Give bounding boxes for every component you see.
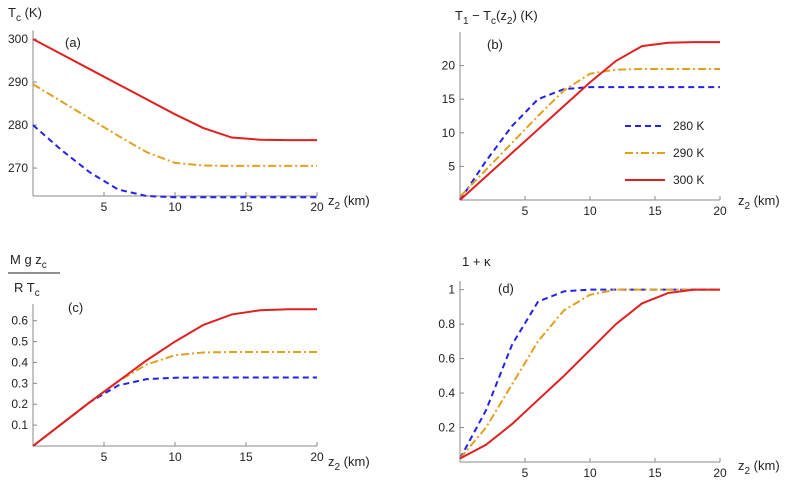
label-part: z xyxy=(328,454,335,469)
panel-label: (c) xyxy=(68,300,83,315)
y-tick-label: 0.1 xyxy=(11,418,28,432)
y-tick-label: 290 xyxy=(8,75,28,89)
series-line xyxy=(32,308,317,447)
y-tick-label: 0.2 xyxy=(11,397,28,411)
legend-label: 280 K xyxy=(673,119,704,133)
x-tick-label: 15 xyxy=(648,466,662,480)
y-axis-label-numerator: M g zc xyxy=(10,252,47,271)
series-line xyxy=(459,288,720,460)
label-part: T xyxy=(455,8,463,23)
x-tick-label: 5 xyxy=(522,466,529,480)
label-part: ) (K) xyxy=(512,8,537,23)
x-tick-label: 20 xyxy=(713,204,727,218)
series-line xyxy=(459,41,720,201)
label-part: c xyxy=(16,13,21,24)
label-part: M g z xyxy=(10,252,42,267)
x-tick-label: 15 xyxy=(648,204,662,218)
label-part: R T xyxy=(14,280,35,295)
legend-label: 290 K xyxy=(673,146,704,160)
series-line xyxy=(459,288,720,460)
y-tick-label: 0.2 xyxy=(438,421,455,435)
label-part: (K) xyxy=(21,5,42,20)
series-line xyxy=(32,83,317,167)
x-tick-label: 15 xyxy=(239,200,253,214)
x-tick-label: 20 xyxy=(310,450,324,464)
series-line xyxy=(32,376,317,447)
label-part: 1 xyxy=(463,16,469,27)
y-tick-label: 0.8 xyxy=(438,317,455,331)
y-tick-label: 10 xyxy=(442,126,456,140)
y-tick-label: 5 xyxy=(448,159,455,173)
label-part: (km) xyxy=(750,193,780,208)
x-tick-label: 5 xyxy=(101,200,108,214)
label-part: c xyxy=(491,16,496,27)
label-part: (km) xyxy=(340,454,370,469)
label-part: z xyxy=(738,193,745,208)
x-tick-label: 5 xyxy=(522,204,529,218)
label-part: − T xyxy=(469,8,492,23)
series-line xyxy=(32,124,317,199)
y-tick-label: 270 xyxy=(8,161,28,175)
y-tick-label: 20 xyxy=(442,59,456,73)
legend-label: 300 K xyxy=(673,173,704,187)
x-tick-label: 10 xyxy=(168,200,182,214)
label-part: 2 xyxy=(335,201,341,212)
y-tick-label: 15 xyxy=(442,92,456,106)
x-axis-label: z2 (km) xyxy=(328,454,370,473)
x-axis-label: z2 (km) xyxy=(738,193,780,212)
y-tick-label: 300 xyxy=(8,32,28,46)
x-tick-label: 20 xyxy=(310,200,324,214)
label-part: z xyxy=(328,193,335,208)
x-tick-label: 10 xyxy=(583,466,597,480)
series-line xyxy=(32,351,317,447)
label-part: 2 xyxy=(335,462,341,473)
series-line xyxy=(32,38,317,142)
x-tick-label: 10 xyxy=(168,450,182,464)
panel-label: (a) xyxy=(65,35,81,50)
panel-label: (d) xyxy=(498,281,514,296)
y-tick-label: 0.4 xyxy=(11,355,28,369)
y-axis-label: 1 + κ xyxy=(462,254,491,269)
x-tick-label: 15 xyxy=(239,450,253,464)
y-axis-label: Tc (K) xyxy=(8,5,42,24)
x-tick-label: 20 xyxy=(713,466,727,480)
y-tick-label: 0.3 xyxy=(11,376,28,390)
label-part: (km) xyxy=(340,193,370,208)
x-axis-label: z2 (km) xyxy=(328,193,370,212)
y-axis-label: T1 − Tc(z2) (K) xyxy=(455,8,538,27)
label-part: 2 xyxy=(507,16,513,27)
y-tick-label: 0.6 xyxy=(438,352,455,366)
y-tick-label: 280 xyxy=(8,118,28,132)
y-tick-label: 0.4 xyxy=(438,386,455,400)
label-part: T xyxy=(8,5,16,20)
label-part: 1 + κ xyxy=(462,254,491,269)
panel-label: (b) xyxy=(487,37,503,52)
label-part: (km) xyxy=(750,458,780,473)
label-part: z xyxy=(738,458,745,473)
y-tick-label: 1 xyxy=(448,283,455,297)
label-part: 2 xyxy=(745,466,751,477)
label-part: 2 xyxy=(745,201,751,212)
x-tick-label: 5 xyxy=(101,450,108,464)
series-line xyxy=(459,86,720,201)
series-line xyxy=(459,288,720,460)
label-part: c xyxy=(42,260,47,271)
series-line xyxy=(459,67,720,198)
y-tick-label: 0.6 xyxy=(11,314,28,328)
y-tick-label: 0.5 xyxy=(11,335,28,349)
label-part: c xyxy=(35,288,40,299)
y-axis-label-denominator: R Tc xyxy=(14,280,40,299)
label-part: (z xyxy=(496,8,507,23)
x-axis-label: z2 (km) xyxy=(738,458,780,477)
x-tick-label: 10 xyxy=(583,204,597,218)
